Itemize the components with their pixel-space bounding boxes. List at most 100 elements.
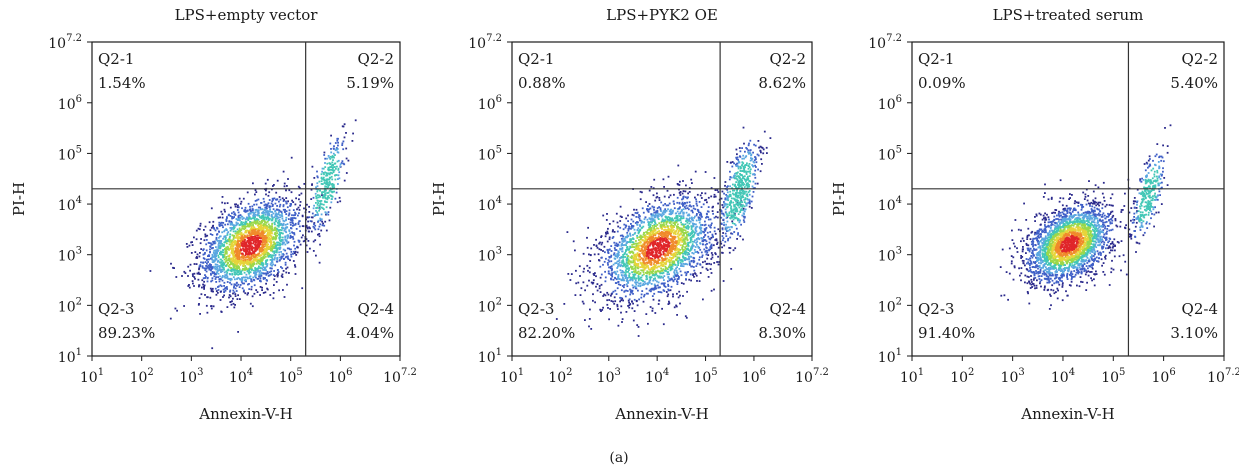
scatter-point (622, 276, 624, 279)
scatter-point (253, 238, 256, 240)
scatter-point (267, 194, 270, 197)
scatter-point (264, 235, 266, 237)
scatter-point (620, 244, 623, 247)
scatter-point (210, 257, 212, 260)
scatter-point (326, 192, 328, 194)
scatter-point (334, 154, 336, 156)
scatter-point (678, 215, 681, 217)
scatter-point (664, 286, 667, 288)
scatter-point (215, 281, 218, 283)
scatter-point (335, 147, 338, 149)
scatter-point (572, 240, 575, 243)
scatter-point (204, 277, 206, 279)
scatter-point (232, 238, 235, 240)
scatter-point (608, 260, 611, 263)
scatter-point (290, 248, 292, 251)
scatter-point (272, 199, 274, 201)
scatter-point (234, 247, 237, 249)
scatter-point (226, 288, 228, 290)
scatter-point (251, 254, 254, 256)
scatter-point (232, 289, 235, 292)
scatter-point (669, 249, 672, 251)
scatter-point (709, 226, 712, 229)
scatter-point (222, 255, 225, 258)
scatter-point (217, 285, 220, 288)
scatter-point (216, 227, 219, 230)
scatter-point (224, 276, 227, 279)
scatter-point (228, 296, 230, 299)
scatter-point (228, 263, 231, 266)
scatter-point (237, 266, 240, 268)
scatter-point (269, 267, 272, 270)
scatter-point (662, 220, 665, 222)
scatter-point (245, 250, 247, 252)
scatter-point (189, 269, 191, 272)
scatter-point (262, 272, 264, 275)
scatter-point (236, 265, 239, 268)
scatter-point (266, 264, 269, 267)
scatter-point (690, 265, 693, 268)
scatter-point (656, 244, 659, 247)
scatter-point (684, 223, 687, 226)
scatter-point (258, 237, 260, 239)
scatter-point (700, 206, 703, 208)
scatter-point (680, 223, 683, 226)
scatter-point (687, 234, 690, 237)
scatter-point (621, 256, 624, 258)
scatter-point (663, 244, 666, 247)
scatter-point (225, 240, 228, 242)
scatter-point (265, 272, 268, 275)
scatter-point (265, 248, 267, 250)
scatter-point (619, 296, 621, 299)
scatter-point (680, 209, 683, 212)
scatter-point (592, 299, 594, 302)
scatter-point (315, 254, 317, 257)
scatter-point (242, 221, 245, 224)
y-tick-label: 106 (58, 94, 82, 113)
scatter-point (674, 255, 677, 258)
scatter-point (241, 218, 244, 220)
scatter-point (233, 216, 235, 218)
scatter-point (256, 221, 259, 224)
scatter-point (267, 202, 270, 205)
scatter-point (685, 245, 688, 247)
scatter-point (217, 216, 220, 219)
scatter-point (273, 242, 276, 245)
scatter-point (644, 234, 647, 237)
scatter-point (211, 266, 214, 269)
scatter-point (689, 220, 692, 223)
scatter-point (593, 253, 596, 256)
scatter-point (668, 266, 670, 268)
scatter-point (598, 285, 601, 287)
scatter-point (225, 270, 228, 273)
scatter-point (210, 243, 213, 246)
scatter-point (221, 276, 224, 278)
scatter-point (232, 253, 235, 256)
scatter-point (742, 207, 745, 210)
scatter-point (670, 247, 673, 250)
scatter-point (705, 267, 708, 270)
scatter-point (653, 206, 656, 209)
scatter-point (236, 266, 238, 269)
scatter-point (241, 252, 243, 255)
scatter-point (676, 247, 678, 249)
scatter-point (340, 162, 343, 164)
scatter-point (657, 218, 660, 220)
scatter-point (627, 267, 630, 269)
scatter-point (241, 207, 243, 210)
scatter-point (252, 224, 254, 227)
scatter-point (286, 223, 289, 225)
scatter-point (266, 178, 269, 181)
scatter-point (234, 230, 237, 233)
scatter-point (233, 286, 235, 289)
scatter-point (221, 196, 224, 198)
scatter-point (215, 250, 218, 253)
scatter-point (640, 296, 643, 299)
scatter-point (333, 148, 335, 150)
scatter-point (712, 236, 714, 238)
scatter-point (677, 277, 680, 279)
scatter-point (290, 227, 293, 230)
scatter-point (263, 269, 266, 271)
scatter-point (646, 271, 649, 274)
scatter-point (215, 251, 217, 254)
